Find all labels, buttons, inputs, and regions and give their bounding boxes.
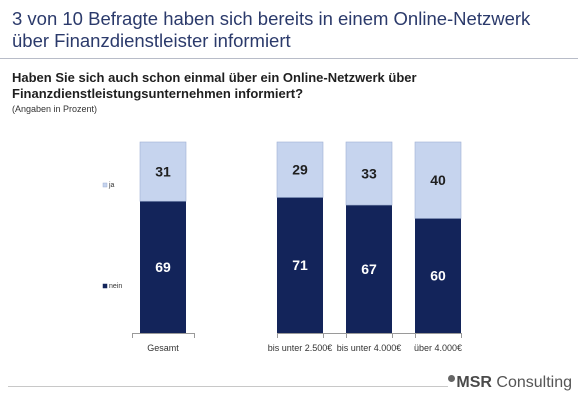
label-nein-2: 67 [361, 261, 377, 277]
category-label-2: bis unter 4.000€ [337, 343, 402, 353]
bar-ja-0 [139, 141, 187, 202]
slide-title: 3 von 10 Befragte haben sich bereits in … [12, 8, 531, 51]
bar-nein-3 [415, 218, 461, 333]
label-nein-0: 69 [155, 259, 171, 275]
label-ja-1: 29 [292, 162, 308, 178]
bar-nein-2 [346, 205, 392, 333]
logo-msr-text: MSR [456, 374, 492, 391]
legend-swatch-nein [102, 283, 108, 289]
unit-note: (Angaben in Prozent) [12, 104, 98, 114]
legend-label-nein: nein [109, 283, 122, 290]
label-ja-3: 40 [430, 172, 446, 188]
msr-consulting-logo: MSR Consulting [448, 374, 572, 392]
label-ja-2: 33 [361, 166, 377, 182]
bar-ja-3 [414, 141, 462, 219]
bar-ja-2 [345, 141, 393, 206]
category-label-1: bis unter 2.500€ [268, 343, 333, 353]
survey-question: Haben Sie sich auch schon einmal über ei… [12, 70, 417, 101]
label-nein-3: 60 [430, 268, 446, 284]
bar-nein-0 [140, 201, 186, 333]
logo-consulting-text: Consulting [491, 374, 572, 391]
category-label-0: Gesamt [147, 343, 179, 353]
legend-swatch-ja [102, 182, 108, 188]
footer-divider [8, 386, 448, 387]
label-nein-1: 71 [292, 257, 308, 273]
category-label-3: über 4.000€ [414, 343, 462, 353]
bar-ja-1 [276, 141, 324, 198]
logo-dot-icon [448, 375, 456, 382]
legend-label-ja: ja [108, 182, 115, 189]
bar-nein-1 [277, 197, 323, 333]
label-ja-0: 31 [155, 164, 171, 180]
title-divider [0, 58, 578, 59]
